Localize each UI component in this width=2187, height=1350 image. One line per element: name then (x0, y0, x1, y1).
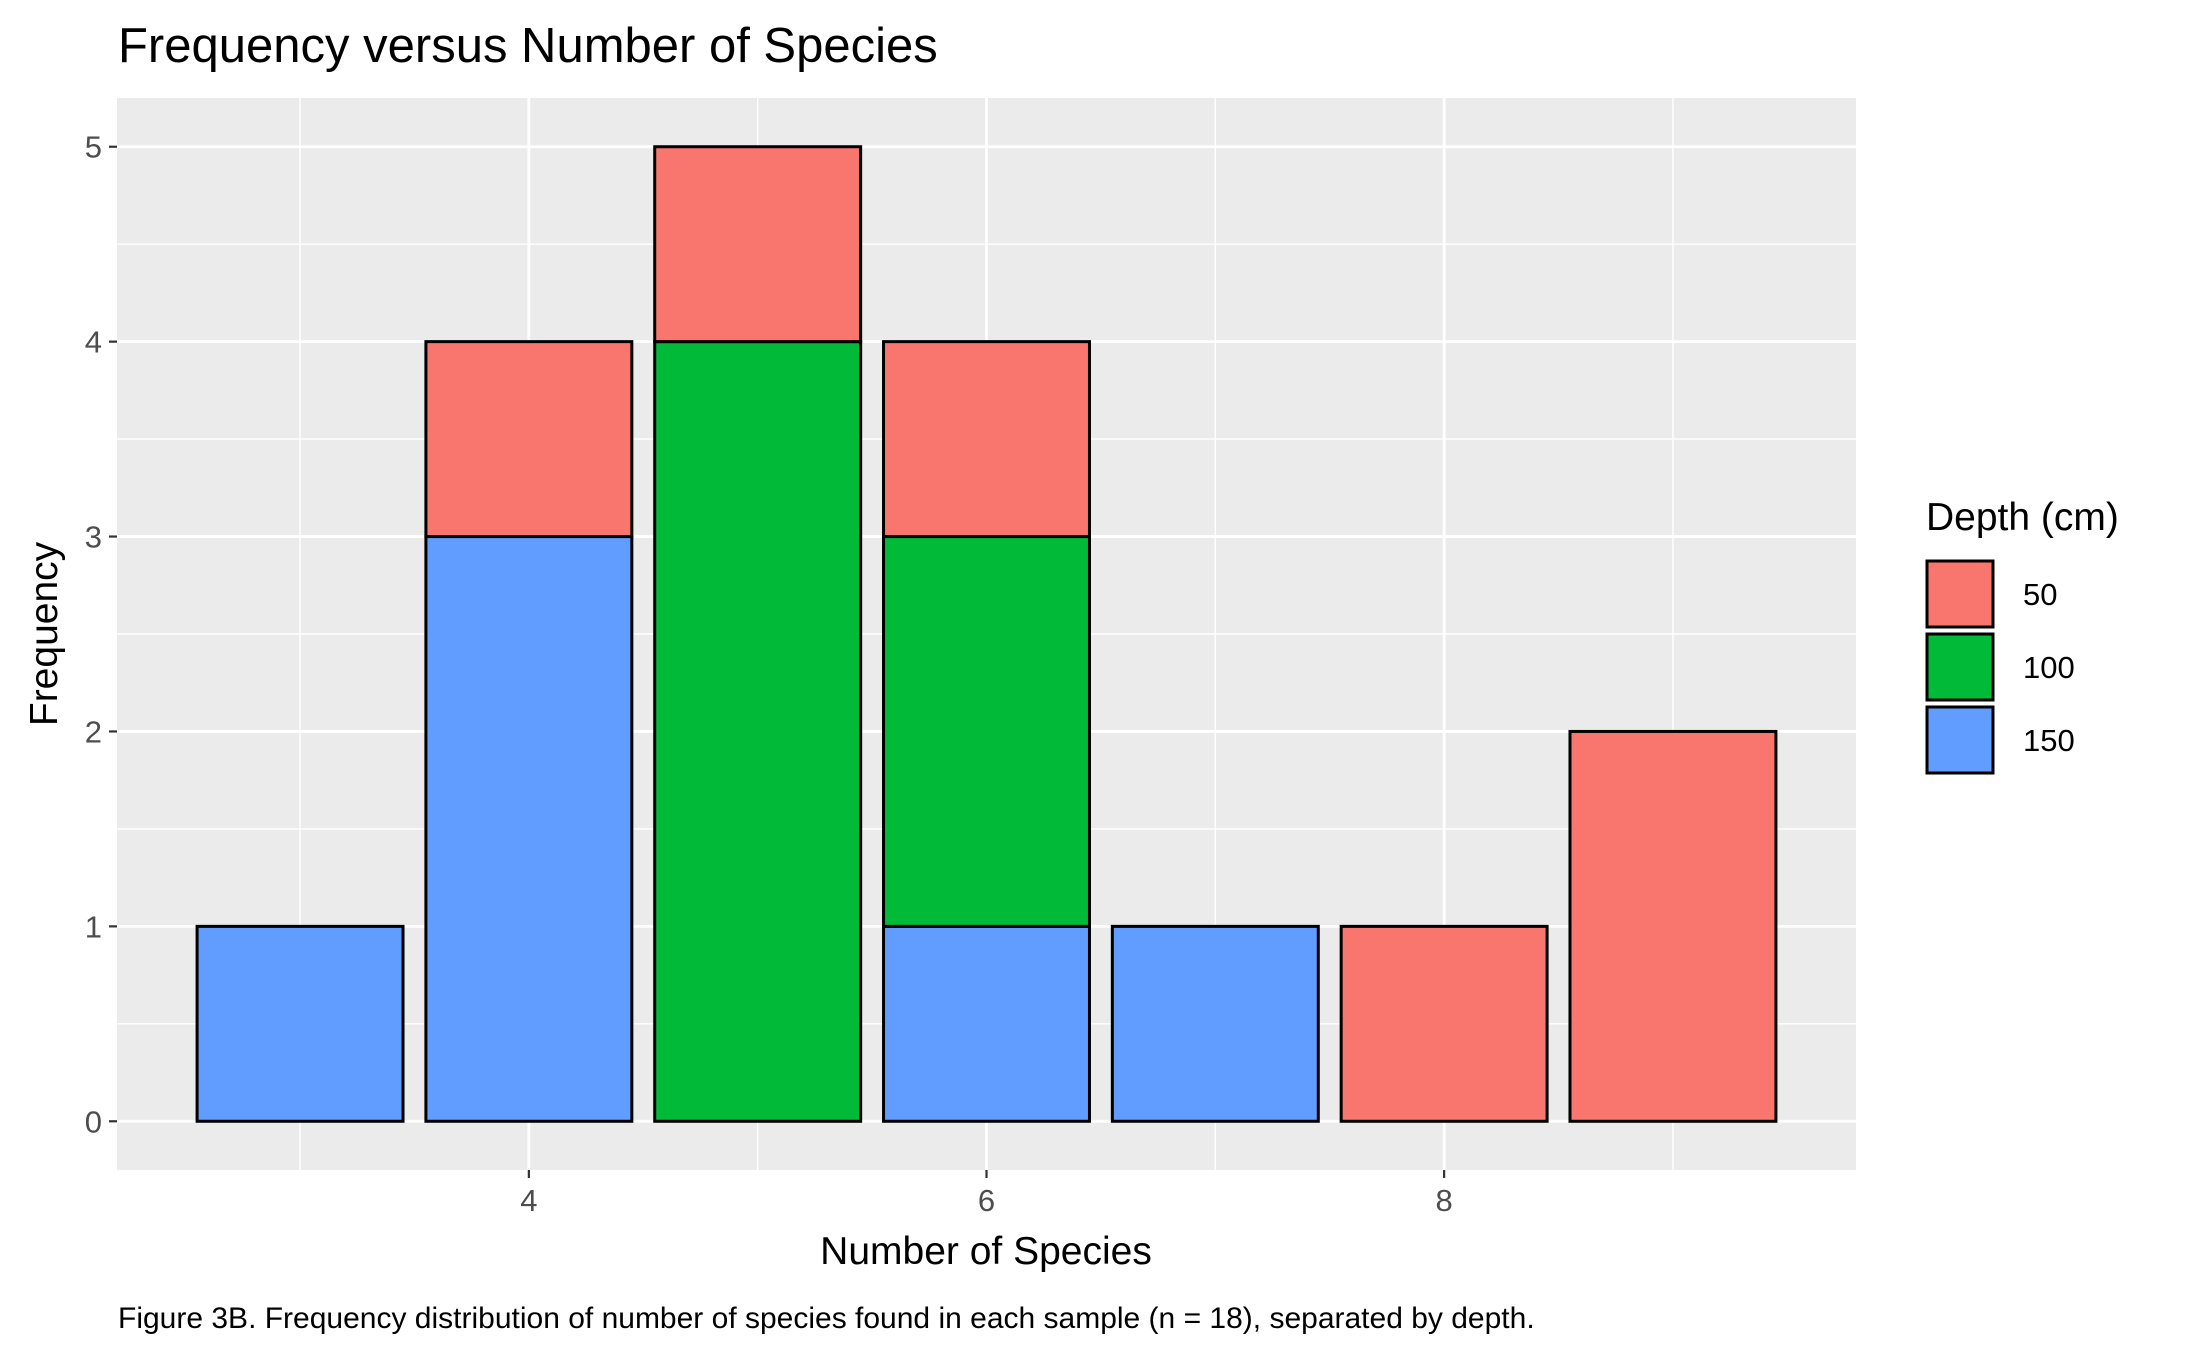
bar-segment-150 (882, 924, 1091, 1123)
legend-label-50: 50 (2023, 577, 2057, 612)
legend-key-150 (1925, 705, 1995, 775)
bar-segment-100 (882, 535, 1091, 928)
x-tick-label: 8 (1436, 1183, 1453, 1218)
x-axis: 4 6 8 (520, 1170, 1453, 1218)
chart-title: Frequency versus Number of Species (118, 19, 938, 73)
bar-segment-150 (424, 535, 634, 1123)
figure-caption: Figure 3B. Frequency distribution of num… (118, 1302, 1535, 1335)
legend-title: Depth (cm) (1926, 496, 2119, 539)
bar-segment-50 (1568, 729, 1778, 1123)
bars (195, 145, 1778, 1123)
bar-segment-50 (653, 145, 863, 344)
x-tick-label: 4 (520, 1183, 537, 1218)
legend-label-150: 150 (2023, 723, 2075, 758)
x-tick-label: 6 (978, 1183, 995, 1218)
legend-key-50 (1925, 559, 1995, 629)
y-tick-label: 3 (85, 520, 102, 555)
y-axis-title: Frequency (23, 541, 66, 726)
bar-segment-50 (1339, 924, 1549, 1123)
bar-segment-50 (882, 340, 1091, 539)
y-axis: 0 1 2 3 4 5 (85, 130, 117, 1139)
legend-key-100 (1925, 632, 1995, 702)
bar-segment-150 (195, 924, 405, 1123)
x-axis-title: Number of Species (820, 1230, 1152, 1273)
bar-segment-150 (1110, 924, 1320, 1123)
y-tick-label: 4 (85, 325, 102, 360)
y-tick-label: 0 (85, 1104, 102, 1139)
legend: Depth (cm) 50 100 150 (1925, 496, 2119, 775)
y-tick-label: 5 (85, 130, 102, 165)
y-tick-label: 1 (85, 909, 102, 944)
bar-segment-100 (653, 340, 863, 1123)
bar-segment-50 (424, 340, 634, 539)
legend-label-100: 100 (2023, 650, 2075, 685)
y-tick-label: 2 (85, 714, 102, 749)
